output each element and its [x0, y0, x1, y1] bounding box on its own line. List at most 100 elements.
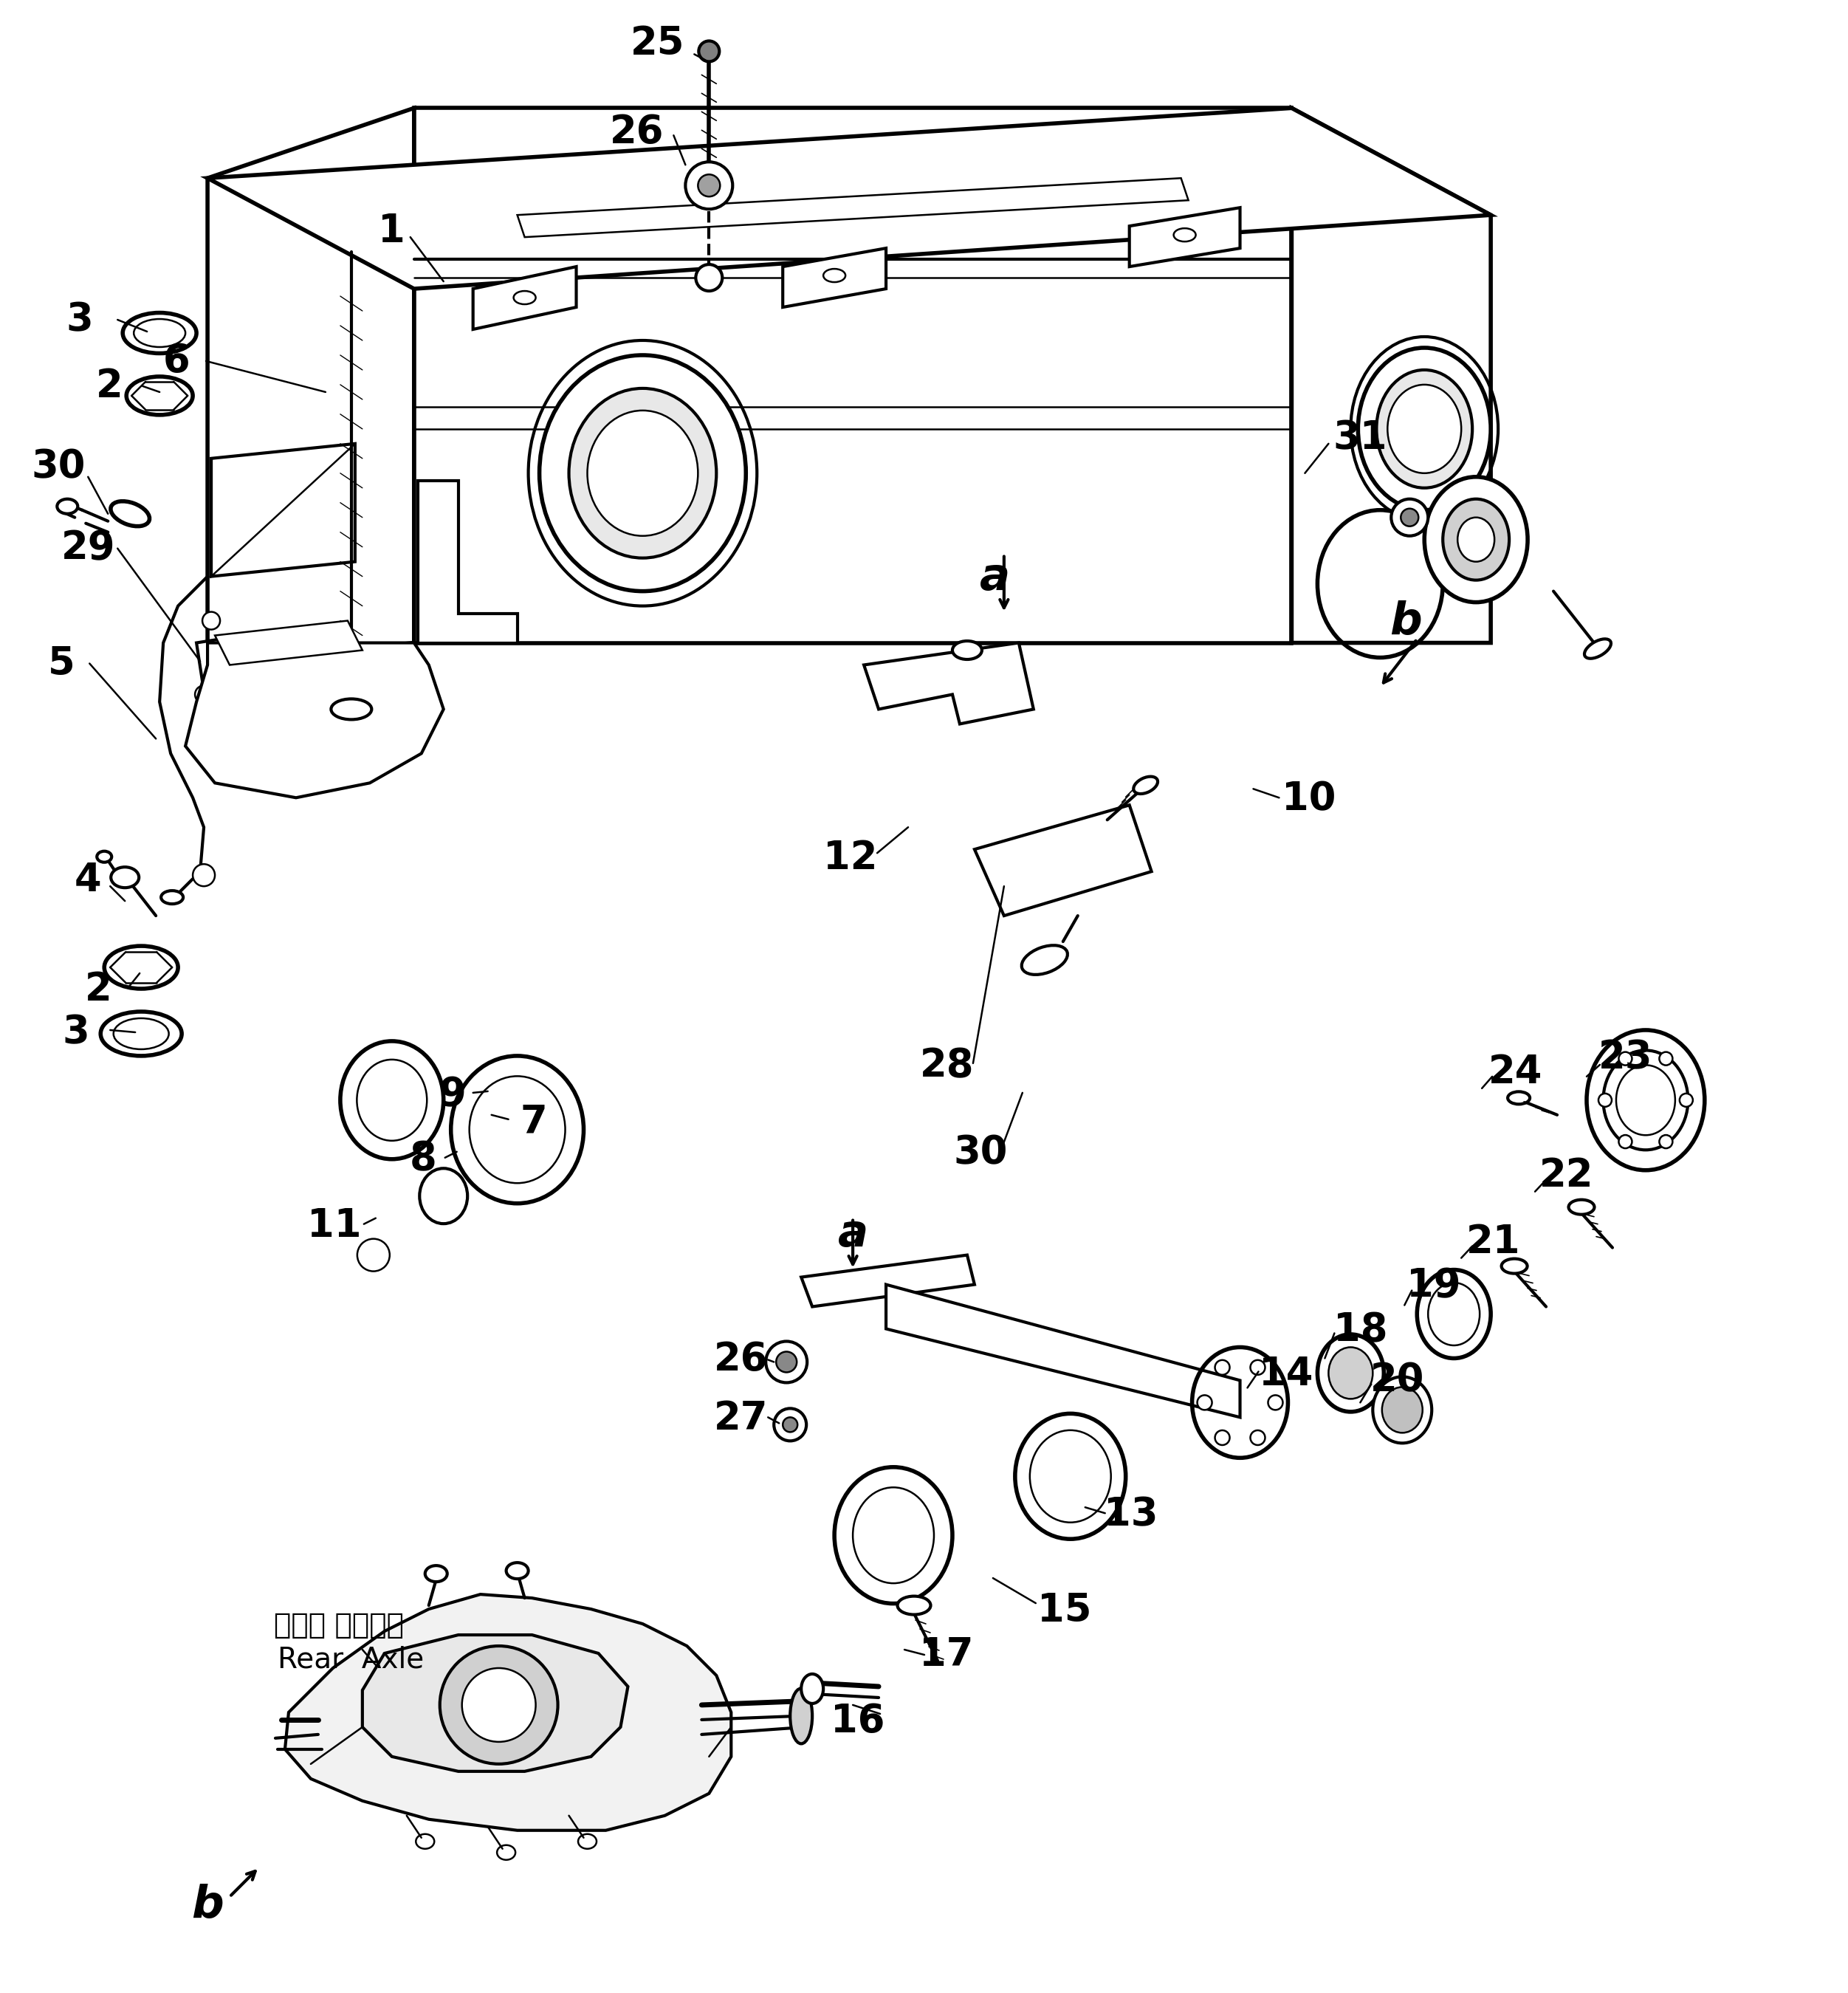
- Text: 5: 5: [48, 644, 76, 684]
- Circle shape: [765, 1341, 808, 1383]
- Text: 22: 22: [1539, 1156, 1593, 1194]
- Ellipse shape: [1382, 1387, 1423, 1433]
- Ellipse shape: [1508, 1092, 1530, 1104]
- Circle shape: [784, 1417, 798, 1433]
- Text: 10: 10: [1281, 779, 1336, 819]
- Text: 17: 17: [918, 1636, 974, 1674]
- Ellipse shape: [96, 851, 111, 863]
- Ellipse shape: [1022, 945, 1068, 975]
- Circle shape: [1214, 1431, 1229, 1445]
- Text: 2: 2: [85, 971, 113, 1008]
- Polygon shape: [362, 1634, 628, 1772]
- Text: 13: 13: [1103, 1495, 1159, 1535]
- Circle shape: [1680, 1094, 1693, 1106]
- Ellipse shape: [1388, 385, 1462, 472]
- Circle shape: [1619, 1052, 1632, 1064]
- Ellipse shape: [506, 1563, 529, 1578]
- Ellipse shape: [802, 1674, 824, 1704]
- Ellipse shape: [1501, 1260, 1526, 1274]
- Text: 26: 26: [713, 1341, 769, 1379]
- Text: 12: 12: [824, 839, 878, 877]
- Ellipse shape: [126, 377, 192, 415]
- Polygon shape: [185, 644, 444, 797]
- Text: 11: 11: [307, 1206, 362, 1246]
- Circle shape: [695, 265, 723, 291]
- Text: 3: 3: [63, 1012, 91, 1052]
- Circle shape: [1660, 1052, 1672, 1064]
- Ellipse shape: [1373, 1377, 1432, 1443]
- Ellipse shape: [699, 42, 719, 62]
- Text: 4: 4: [74, 861, 102, 899]
- Circle shape: [776, 1351, 796, 1373]
- Polygon shape: [1129, 207, 1240, 267]
- Circle shape: [1619, 1136, 1632, 1148]
- Circle shape: [213, 648, 238, 674]
- Text: 19: 19: [1406, 1268, 1462, 1305]
- Text: 30: 30: [954, 1134, 1007, 1172]
- Circle shape: [440, 1646, 558, 1764]
- Text: b: b: [1390, 600, 1423, 644]
- Text: リヤー アクスル: リヤー アクスル: [274, 1610, 405, 1640]
- Circle shape: [1392, 498, 1429, 536]
- Polygon shape: [784, 249, 885, 307]
- Text: 1: 1: [379, 211, 405, 251]
- Text: 21: 21: [1465, 1222, 1521, 1262]
- Polygon shape: [418, 480, 517, 644]
- Polygon shape: [517, 177, 1188, 237]
- Circle shape: [1268, 1395, 1283, 1409]
- Ellipse shape: [1569, 1200, 1595, 1214]
- Circle shape: [1214, 1359, 1229, 1375]
- Ellipse shape: [1358, 349, 1491, 510]
- Ellipse shape: [111, 867, 139, 887]
- Ellipse shape: [1584, 640, 1611, 658]
- Text: 16: 16: [832, 1702, 885, 1740]
- Text: 14: 14: [1258, 1355, 1312, 1393]
- Text: 25: 25: [630, 24, 684, 64]
- Polygon shape: [285, 1594, 732, 1830]
- Polygon shape: [885, 1285, 1240, 1417]
- Circle shape: [1599, 1094, 1611, 1106]
- Circle shape: [1251, 1359, 1266, 1375]
- Ellipse shape: [1425, 476, 1528, 602]
- Ellipse shape: [898, 1596, 931, 1614]
- Ellipse shape: [588, 411, 699, 536]
- Ellipse shape: [331, 700, 371, 719]
- Text: 7: 7: [519, 1102, 547, 1142]
- Text: 15: 15: [1037, 1590, 1092, 1630]
- Polygon shape: [974, 805, 1151, 915]
- Polygon shape: [473, 267, 577, 329]
- Polygon shape: [207, 108, 1491, 289]
- Polygon shape: [196, 632, 274, 692]
- Ellipse shape: [1443, 498, 1510, 580]
- Text: 28: 28: [920, 1046, 974, 1084]
- Ellipse shape: [103, 947, 177, 989]
- Ellipse shape: [1604, 1050, 1687, 1150]
- Ellipse shape: [161, 891, 183, 905]
- Polygon shape: [1292, 108, 1491, 644]
- Ellipse shape: [1318, 1335, 1384, 1411]
- Ellipse shape: [824, 269, 845, 283]
- Ellipse shape: [1329, 1347, 1373, 1399]
- Circle shape: [1401, 508, 1419, 526]
- Ellipse shape: [111, 502, 150, 526]
- Text: 24: 24: [1488, 1052, 1543, 1092]
- Ellipse shape: [57, 498, 78, 514]
- Ellipse shape: [569, 389, 717, 558]
- Circle shape: [196, 686, 213, 704]
- Circle shape: [774, 1409, 806, 1441]
- Circle shape: [192, 865, 214, 887]
- Circle shape: [462, 1668, 536, 1742]
- Circle shape: [1198, 1395, 1212, 1409]
- Circle shape: [203, 612, 220, 630]
- Text: 30: 30: [31, 448, 85, 486]
- Polygon shape: [214, 620, 362, 666]
- Text: 2: 2: [96, 367, 124, 405]
- Circle shape: [699, 175, 721, 197]
- Text: 6: 6: [163, 343, 190, 381]
- Ellipse shape: [514, 291, 536, 305]
- Text: 27: 27: [713, 1399, 769, 1439]
- Text: 9: 9: [438, 1074, 466, 1114]
- Ellipse shape: [952, 642, 981, 660]
- Text: 26: 26: [610, 114, 663, 151]
- Polygon shape: [802, 1256, 974, 1307]
